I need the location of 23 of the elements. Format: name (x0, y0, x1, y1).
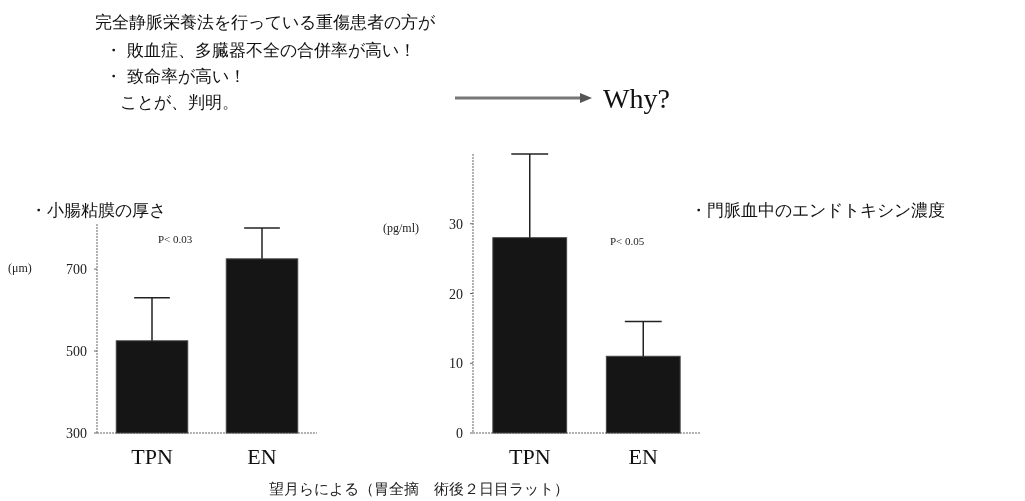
chart-title: ・小腸粘膜の厚さ (30, 200, 166, 220)
y-tick-label: 10 (449, 356, 463, 372)
text: ことが、判明。 (120, 92, 239, 112)
text: ・ 敗血症、多臓器不全の合併率が高い！ (105, 40, 417, 60)
y-tick-label: 0 (456, 426, 463, 441)
y-tick-label: 30 (449, 216, 463, 232)
y-tick-label: 20 (449, 286, 463, 302)
annotation: P< 0.03 (158, 233, 193, 245)
text: ・門脈血中のエンドトキシン濃度 (690, 200, 945, 220)
x-tick-label: EN (247, 444, 277, 469)
text: 望月らによる（胃全摘 術後２日目ラット） (269, 480, 569, 498)
text: 完全静脈栄養法を行っている重傷患者の方が (95, 12, 436, 32)
x-tick-label: EN (628, 444, 659, 469)
annotation: P< 0.05 (610, 235, 645, 247)
text: Why? (603, 83, 670, 114)
y-axis-title: (μm) (8, 261, 32, 275)
y-tick-label: 500 (66, 344, 87, 360)
y-tick-label: 700 (66, 262, 87, 278)
y-tick-label: 300 (66, 426, 87, 441)
x-tick-label: TPN (131, 444, 173, 469)
text: ・ 致命率が高い！ (105, 66, 247, 86)
y-axis-title: (pg/ml) (383, 221, 419, 235)
x-tick-label: TPN (508, 444, 551, 469)
